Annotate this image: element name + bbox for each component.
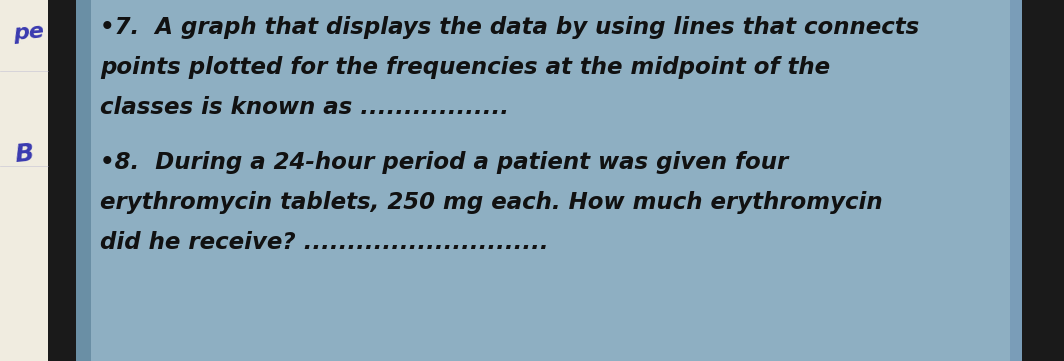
Bar	[76, 0, 92, 361]
Bar	[1020, 0, 1064, 361]
Text: •8.  During a 24-hour period a patient was given four: •8. During a 24-hour period a patient wa…	[100, 151, 788, 174]
Text: pe: pe	[12, 21, 45, 44]
Text: did he receive? ............................: did he receive? ........................…	[100, 231, 549, 254]
Bar	[1010, 0, 1023, 361]
Text: erythromycin tablets, 250 mg each. How much erythromycin: erythromycin tablets, 250 mg each. How m…	[100, 191, 883, 214]
Text: classes is known as .................: classes is known as .................	[100, 96, 509, 119]
Text: •7.  A graph that displays the data by using lines that connects: •7. A graph that displays the data by us…	[100, 16, 919, 39]
Text: points plotted for the frequencies at the midpoint of the: points plotted for the frequencies at th…	[100, 56, 830, 79]
Bar	[0, 0, 48, 361]
Bar	[48, 0, 76, 361]
Text: B: B	[14, 141, 35, 166]
